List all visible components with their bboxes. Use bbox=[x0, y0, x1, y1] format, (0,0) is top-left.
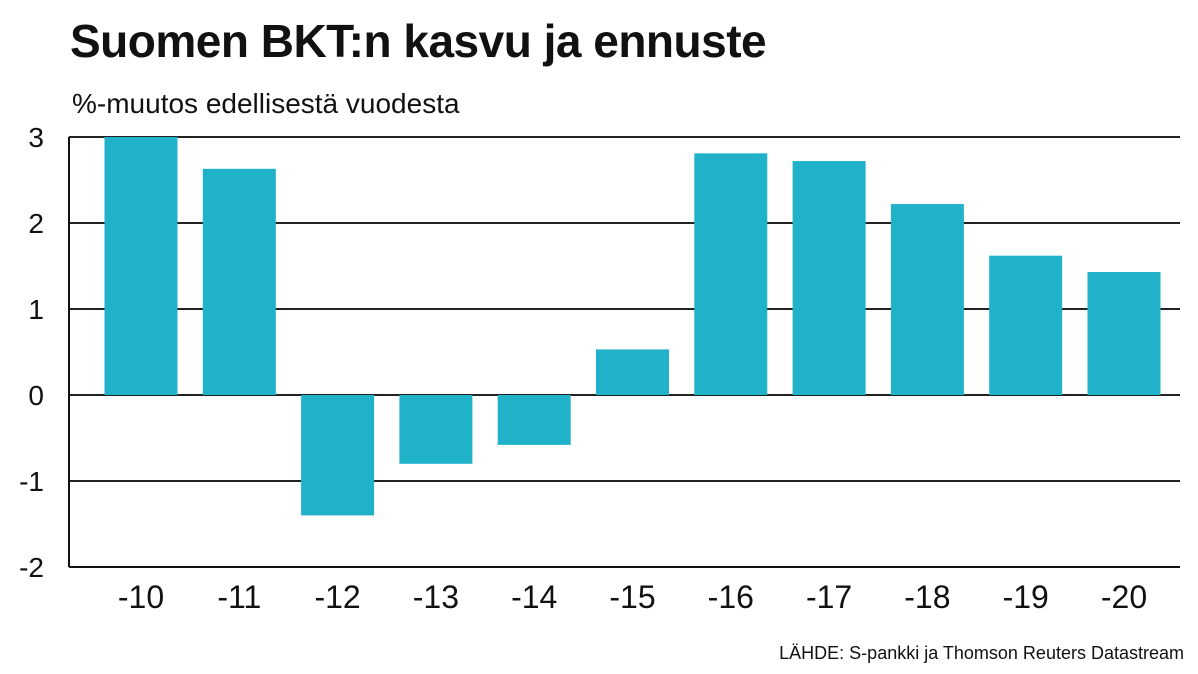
y-tick-label: 0 bbox=[28, 380, 44, 411]
x-tick-label: -14 bbox=[511, 579, 557, 615]
source-note: LÄHDE: S-pankki ja Thomson Reuters Datas… bbox=[779, 643, 1184, 663]
chart-subtitle: %-muutos edellisestä vuodesta bbox=[72, 88, 460, 119]
bar--10 bbox=[104, 137, 178, 395]
y-tick-label: -2 bbox=[19, 552, 44, 583]
y-tick-label: 2 bbox=[28, 208, 44, 239]
bar--11 bbox=[202, 168, 276, 395]
x-tick-label: -10 bbox=[118, 579, 164, 615]
axes bbox=[68, 137, 1180, 568]
y-tick-label: -1 bbox=[19, 466, 44, 497]
y-tick-label: 1 bbox=[28, 294, 44, 325]
bars bbox=[104, 137, 1161, 516]
bar--16 bbox=[694, 153, 768, 395]
x-tick-label: -11 bbox=[217, 579, 261, 615]
x-tick-label: -17 bbox=[806, 579, 852, 615]
bar--13 bbox=[399, 395, 473, 464]
chart-title: Suomen BKT:n kasvu ja ennuste bbox=[70, 15, 767, 67]
y-tick-label: 3 bbox=[28, 122, 44, 153]
x-tick-label: -13 bbox=[413, 579, 459, 615]
x-tick-label: -18 bbox=[904, 579, 950, 615]
x-tick-label: -12 bbox=[314, 579, 360, 615]
bar--15 bbox=[596, 349, 669, 395]
bar--14 bbox=[497, 395, 571, 445]
x-tick-label: -16 bbox=[708, 579, 754, 615]
x-tick-label: -19 bbox=[1003, 579, 1049, 615]
bar--19 bbox=[989, 255, 1063, 395]
bar--12 bbox=[301, 395, 375, 516]
x-tick-label: -15 bbox=[609, 579, 655, 615]
bar--18 bbox=[890, 204, 964, 395]
tick-labels: 3 2 1 0 -1 -2 -10 -11 -12 -13 -14 -15 -16 -17 -18 -19 -2… bbox=[19, 122, 1147, 615]
bar--20 bbox=[1087, 272, 1161, 395]
bar--17 bbox=[792, 161, 866, 395]
x-tick-label: -20 bbox=[1101, 579, 1147, 615]
